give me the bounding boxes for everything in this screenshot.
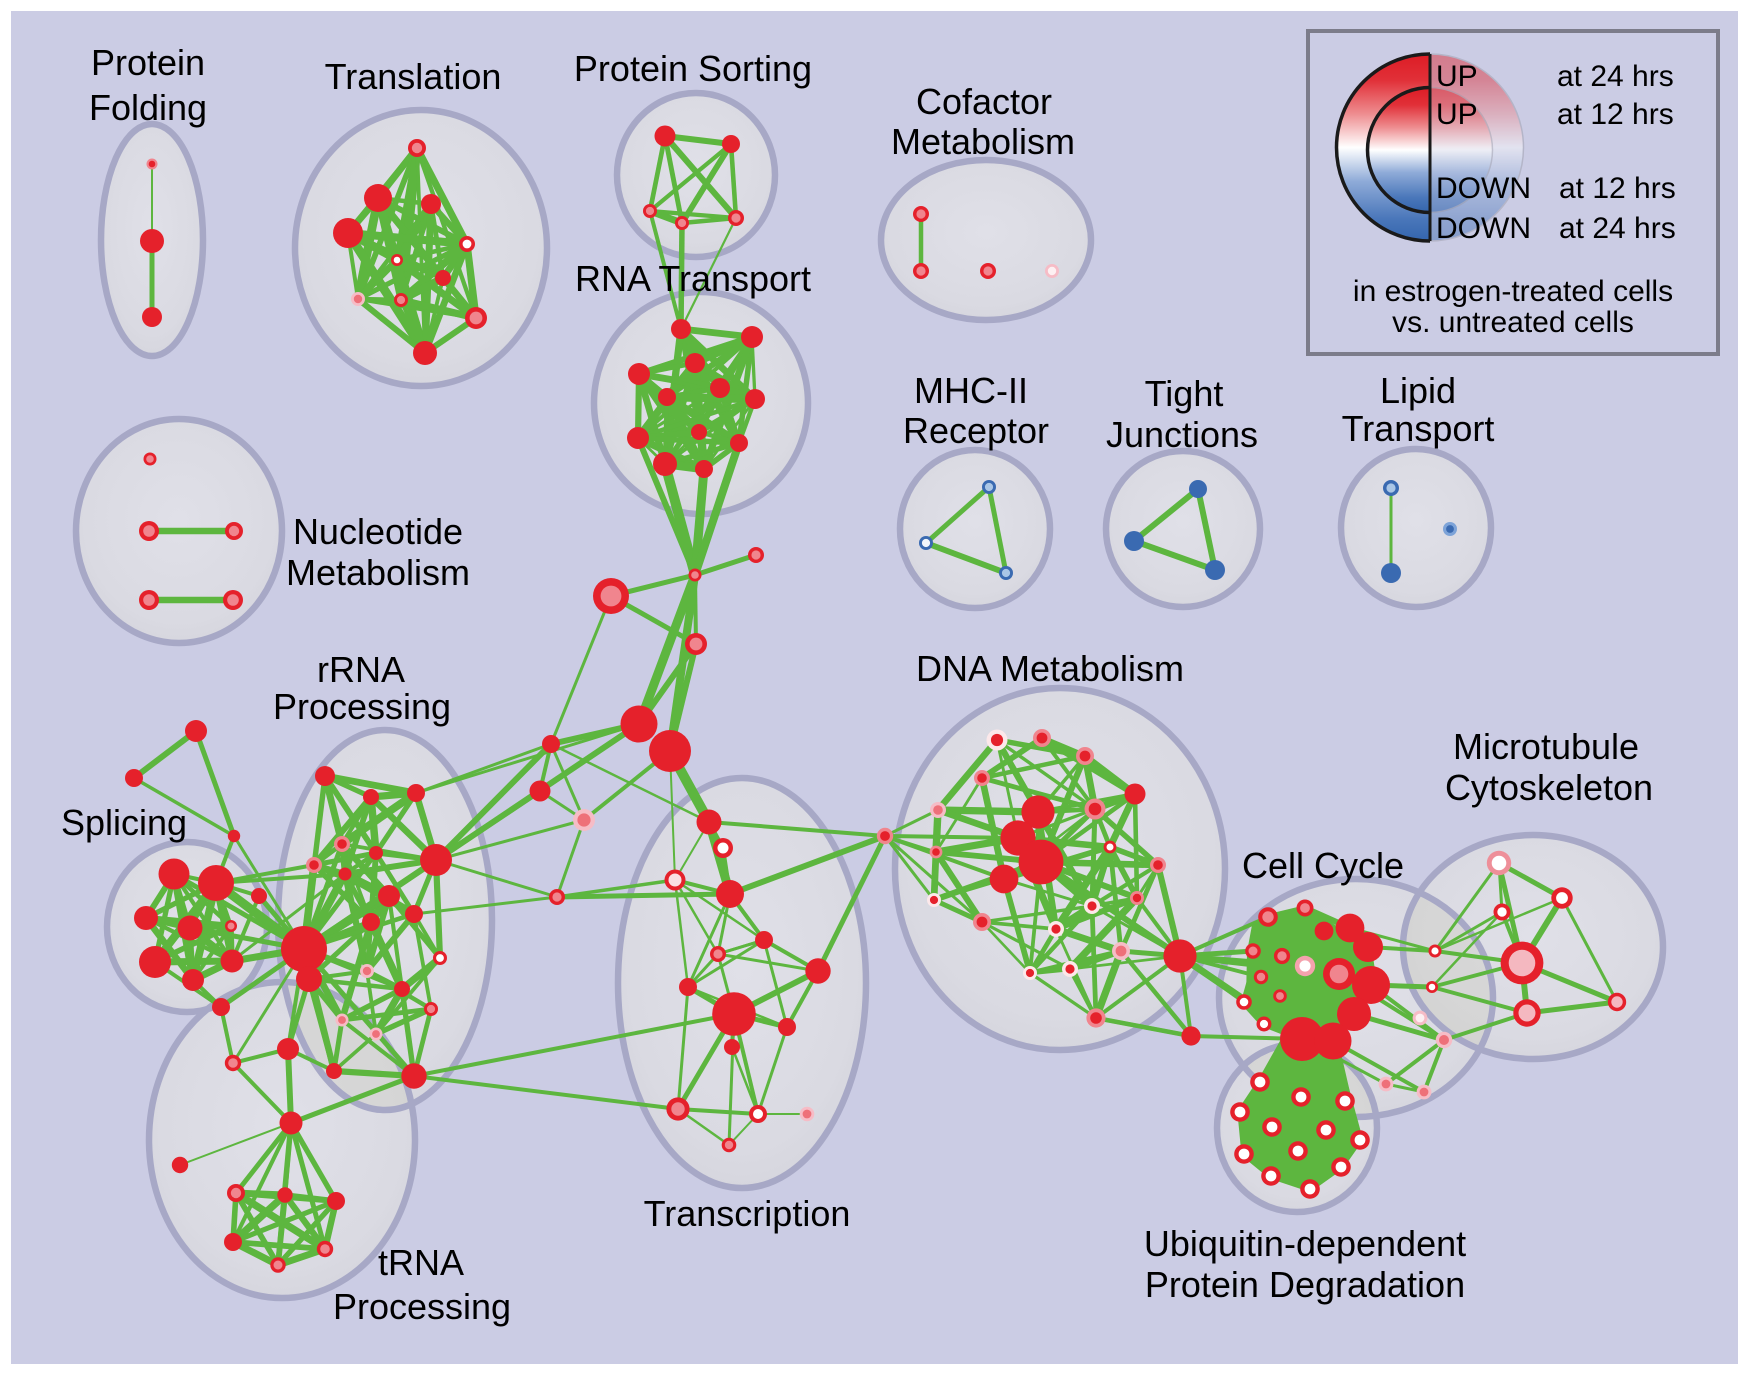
svg-text:Tight: Tight: [1145, 373, 1224, 414]
svg-text:tRNA: tRNA: [378, 1242, 464, 1283]
svg-text:Translation: Translation: [325, 56, 502, 97]
svg-text:Metabolism: Metabolism: [891, 121, 1075, 162]
svg-text:rRNA: rRNA: [317, 649, 405, 690]
svg-text:DNA Metabolism: DNA Metabolism: [916, 648, 1184, 689]
svg-text:RNA Transport: RNA Transport: [575, 258, 811, 299]
svg-text:Junctions: Junctions: [1106, 414, 1258, 455]
svg-text:DOWN: DOWN: [1436, 212, 1531, 245]
svg-text:Transcription: Transcription: [644, 1193, 851, 1234]
svg-text:Cell Cycle: Cell Cycle: [1242, 845, 1404, 886]
svg-text:Metabolism: Metabolism: [286, 552, 470, 593]
svg-text:at 24 hrs: at 24 hrs: [1557, 60, 1674, 93]
svg-text:Processing: Processing: [333, 1286, 511, 1327]
svg-text:vs. untreated cells: vs. untreated cells: [1392, 306, 1634, 339]
svg-text:MHC-II: MHC-II: [914, 370, 1028, 411]
svg-text:Ubiquitin-dependent: Ubiquitin-dependent: [1144, 1223, 1466, 1264]
svg-text:Protein Sorting: Protein Sorting: [574, 48, 812, 89]
svg-text:at 12 hrs: at 12 hrs: [1559, 172, 1676, 205]
svg-text:DOWN: DOWN: [1436, 172, 1531, 205]
svg-text:Splicing: Splicing: [61, 802, 187, 843]
svg-text:at 24 hrs: at 24 hrs: [1559, 212, 1676, 245]
svg-text:in estrogen-treated cells: in estrogen-treated cells: [1353, 275, 1673, 308]
svg-text:Nucleotide: Nucleotide: [293, 511, 463, 552]
svg-text:Transport: Transport: [1342, 408, 1495, 449]
svg-text:Cofactor: Cofactor: [916, 81, 1052, 122]
svg-text:Receptor: Receptor: [903, 410, 1049, 451]
svg-text:Processing: Processing: [273, 686, 451, 727]
svg-text:at 12 hrs: at 12 hrs: [1557, 98, 1674, 131]
svg-text:Protein Degradation: Protein Degradation: [1145, 1264, 1465, 1305]
svg-text:Lipid: Lipid: [1380, 370, 1456, 411]
svg-text:Protein: Protein: [91, 42, 205, 83]
svg-text:UP: UP: [1436, 98, 1478, 131]
svg-text:UP: UP: [1436, 60, 1478, 93]
svg-text:Folding: Folding: [89, 87, 207, 128]
svg-text:Cytoskeleton: Cytoskeleton: [1445, 767, 1653, 808]
svg-text:Microtubule: Microtubule: [1453, 726, 1639, 767]
